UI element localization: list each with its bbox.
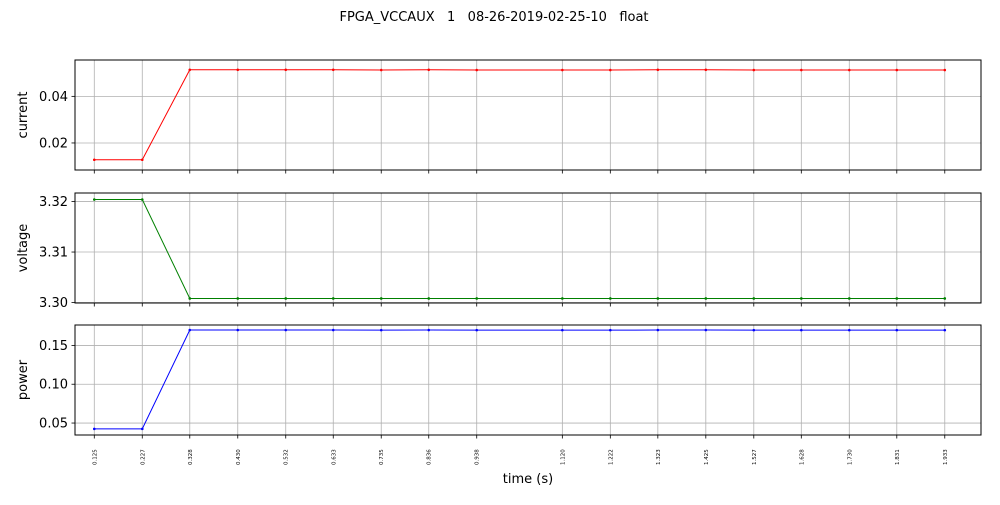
data-point: [331, 68, 335, 72]
x-tick-label: 0.328: [188, 449, 194, 465]
data-point: [427, 68, 431, 72]
data-point: [236, 328, 240, 332]
y-axis-label: voltage: [16, 224, 31, 273]
series-line-power: [94, 329, 945, 430]
data-point: [704, 297, 708, 300]
x-tick-label: 0.532: [284, 449, 290, 465]
data-point: [656, 297, 660, 300]
chart-title: FPGA_VCCAUX 1 08-26-2019-02-25-10 float: [339, 10, 648, 25]
data-point: [704, 328, 708, 332]
data-point: [847, 297, 851, 300]
data-point: [284, 328, 288, 332]
data-point: [895, 297, 899, 300]
data-point: [379, 68, 383, 72]
data-point: [609, 68, 612, 72]
series-line-current: [94, 69, 945, 161]
data-point: [561, 328, 564, 332]
data-point: [92, 427, 96, 431]
y-tick-label: 0.10: [39, 378, 68, 393]
y-axis-label: power: [16, 359, 31, 400]
data-point: [752, 68, 756, 72]
x-tick-label: 1.120: [560, 449, 566, 465]
x-tick-label: 1.628: [799, 449, 805, 465]
data-point: [236, 297, 240, 300]
x-tick-label: 1.222: [608, 449, 614, 465]
data-point: [847, 68, 851, 72]
data-point: [92, 158, 96, 162]
x-tick-label: 1.730: [847, 449, 853, 465]
data-point: [943, 297, 947, 300]
x-tick-label: 0.633: [331, 449, 337, 465]
subplot-voltage: 3.30 3.31 3.32 voltage: [16, 192, 982, 311]
x-tick-label: 0.430: [236, 449, 242, 465]
data-point: [92, 198, 96, 201]
data-point: [656, 328, 660, 332]
data-point: [752, 328, 756, 332]
y-tick-label: 3.30: [39, 296, 68, 311]
y-tick-label: 0.02: [39, 136, 68, 151]
x-axis-label: time (s): [503, 472, 553, 487]
y-tick-label: 3.31: [39, 246, 68, 261]
data-point: [561, 297, 564, 300]
data-point: [379, 328, 383, 332]
axes-frame: [74, 192, 982, 304]
series-line-voltage: [94, 199, 945, 299]
data-point: [188, 68, 192, 72]
x-tick-label: 0.735: [379, 449, 385, 465]
subplot-power: 0.05 0.10 0.15 power: [16, 324, 982, 439]
y-tick-label: 3.32: [39, 195, 68, 210]
data-point: [704, 68, 708, 72]
data-point: [427, 328, 431, 332]
data-point: [188, 297, 192, 300]
axes-frame: [74, 324, 982, 436]
x-tick-label: 1.831: [895, 449, 901, 465]
y-tick-label: 0.05: [39, 417, 68, 432]
axes-frame: [74, 59, 982, 171]
data-point: [188, 328, 192, 332]
data-point: [943, 68, 947, 72]
data-point: [656, 68, 660, 72]
x-tick-label: 1.425: [704, 449, 710, 465]
data-point: [331, 297, 335, 300]
data-point: [752, 297, 756, 300]
data-point: [609, 297, 612, 300]
y-tick-label: 0.15: [39, 339, 68, 354]
x-tick-label: 0.227: [140, 449, 146, 465]
data-point: [236, 68, 240, 72]
data-point: [895, 328, 899, 332]
x-tick-label: 0.836: [427, 449, 433, 465]
data-point: [800, 297, 803, 300]
data-point: [379, 297, 383, 300]
data-point: [475, 328, 479, 332]
data-point: [284, 297, 288, 300]
data-point: [427, 297, 431, 300]
data-point: [331, 328, 335, 332]
data-point: [475, 68, 479, 72]
data-point: [895, 68, 899, 72]
x-tick-label: 0.938: [475, 449, 481, 465]
x-tick-label: 1.933: [943, 449, 949, 465]
subplot-current: 0.02 0.04 current: [16, 59, 982, 174]
x-tick-label: 0.125: [92, 449, 98, 465]
y-tick-label: 0.04: [39, 90, 68, 105]
data-point: [800, 68, 803, 72]
data-point: [609, 328, 612, 332]
data-point: [800, 328, 803, 332]
y-axis-label: current: [16, 92, 31, 139]
data-point: [140, 158, 144, 162]
data-point: [847, 328, 851, 332]
data-point: [284, 68, 288, 72]
data-point: [561, 68, 564, 72]
data-point: [475, 297, 479, 300]
data-point: [140, 198, 144, 201]
data-point: [140, 427, 144, 431]
x-tick-label: 1.527: [752, 449, 758, 465]
data-point: [943, 328, 947, 332]
x-tick-label: 1.323: [656, 449, 662, 465]
